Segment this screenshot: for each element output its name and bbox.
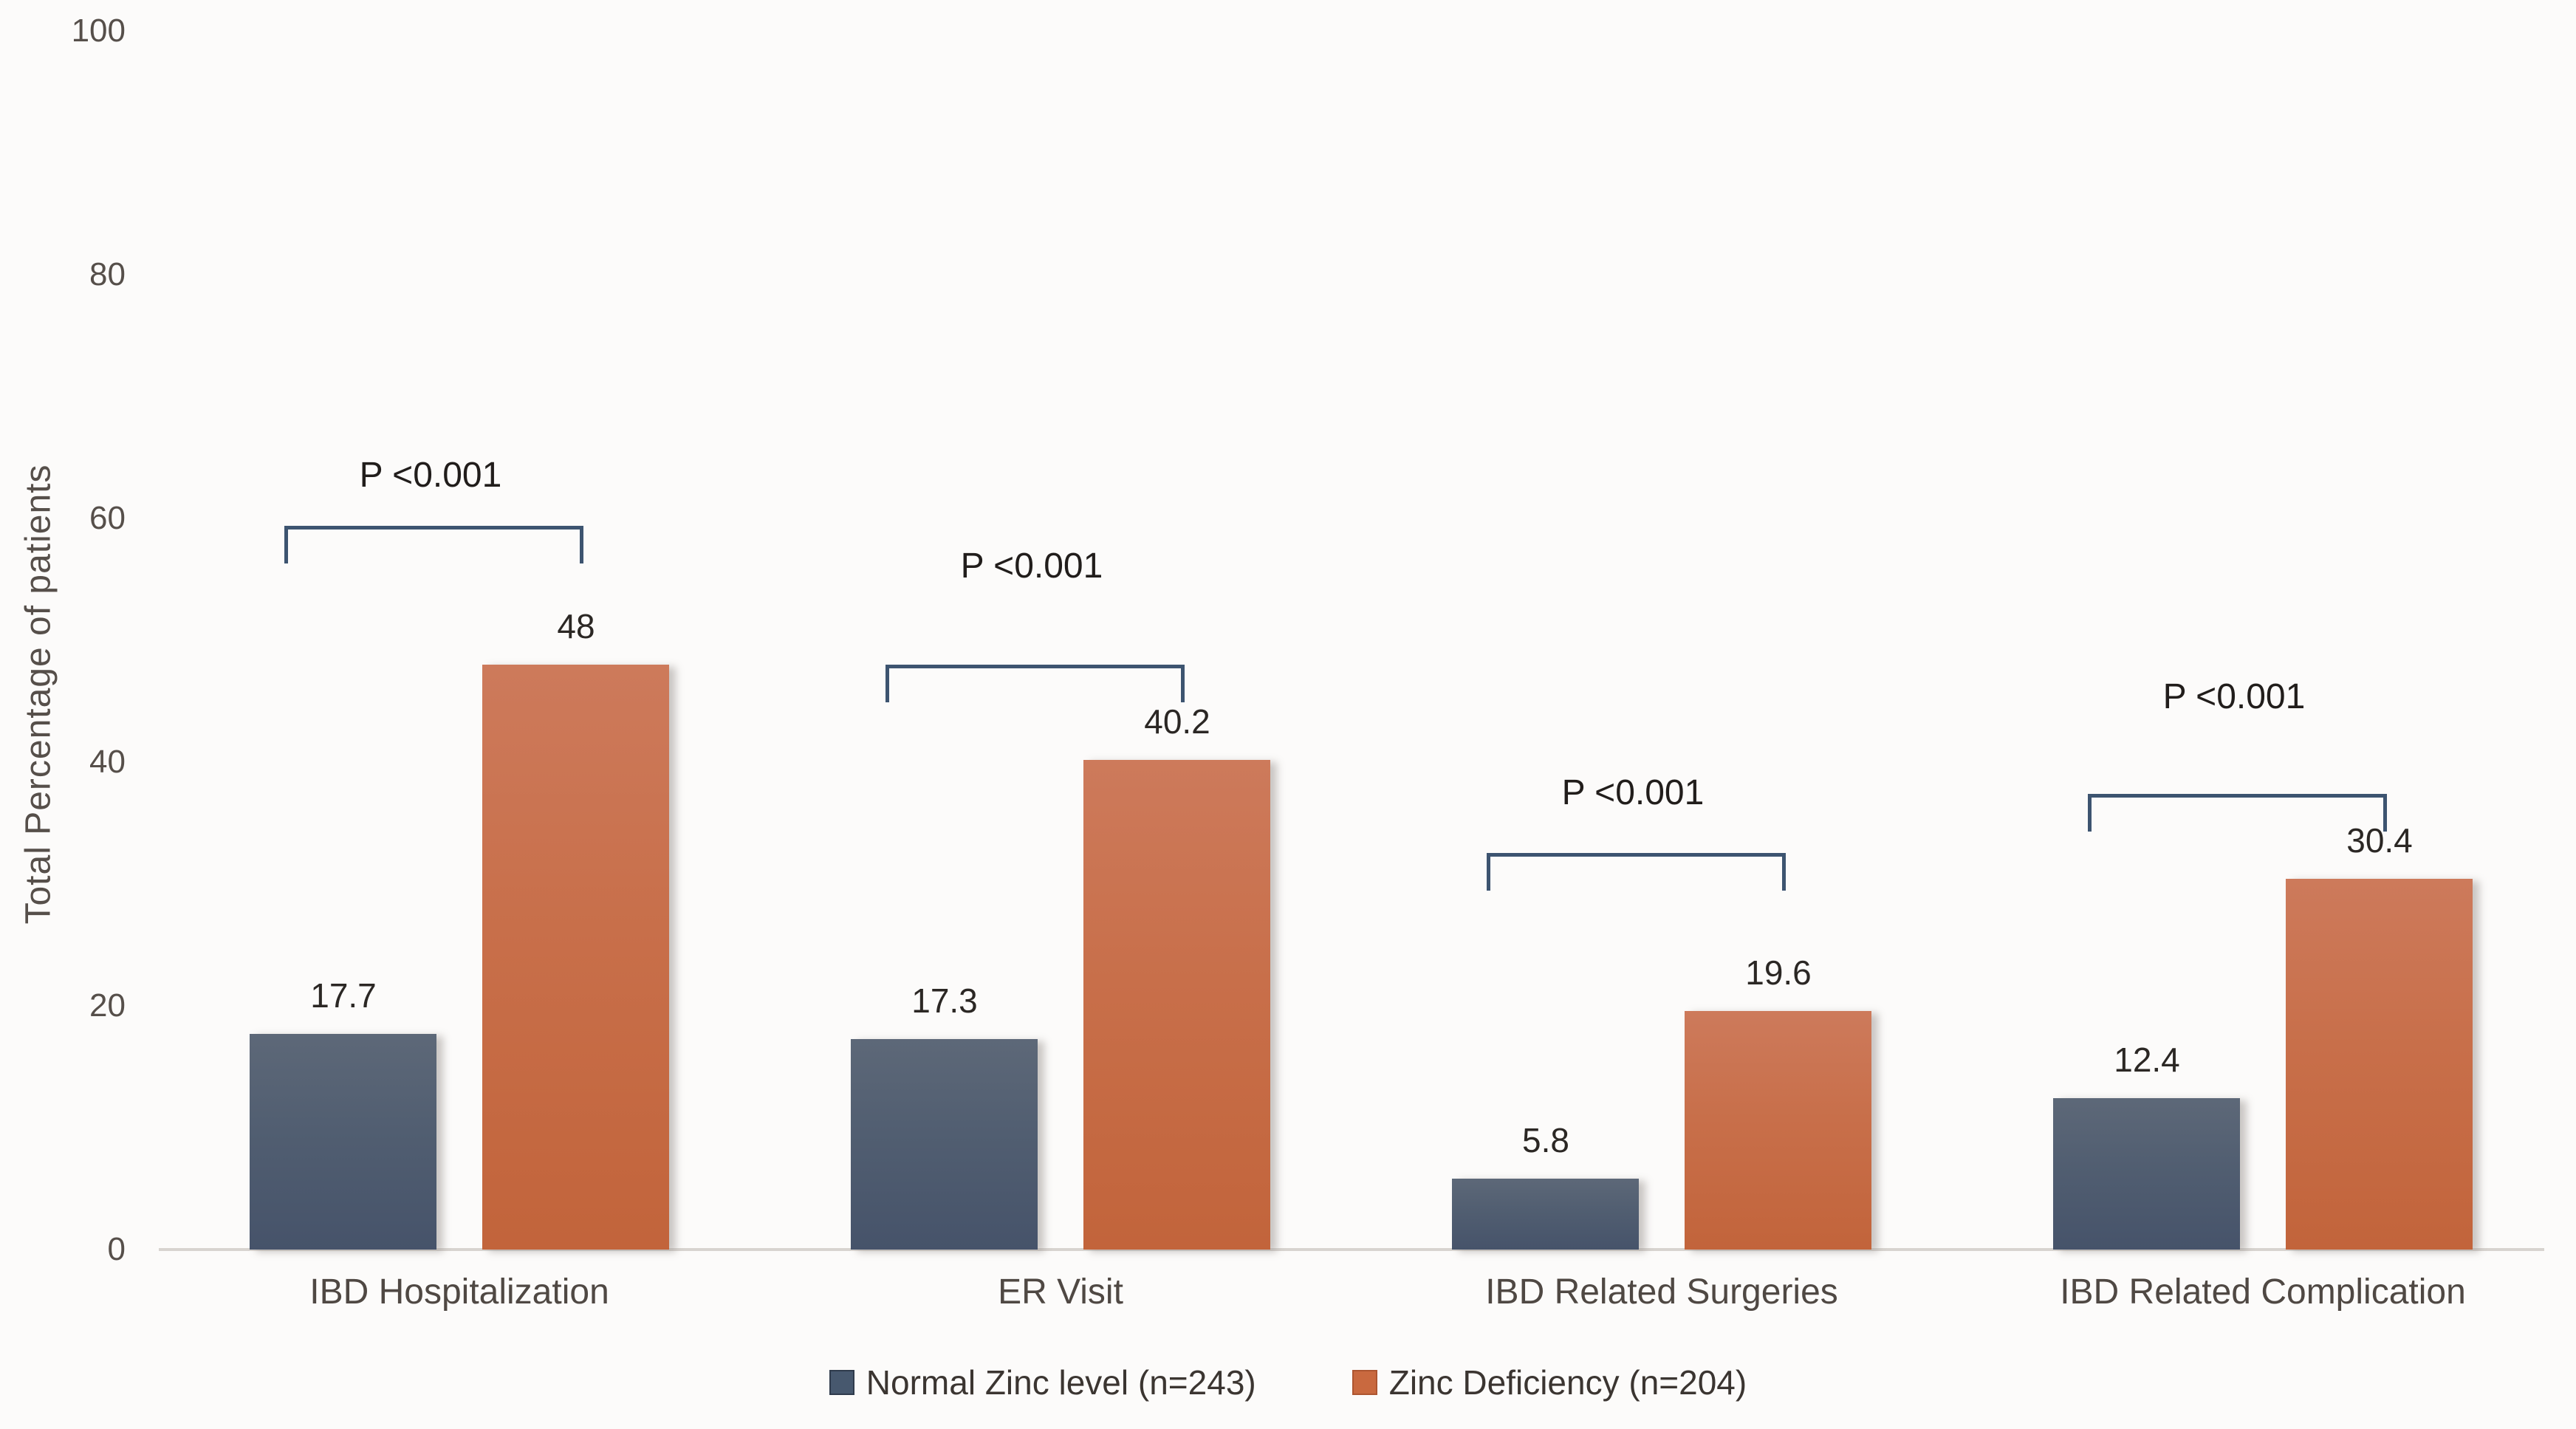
p-value-label: P <0.001	[359, 456, 502, 495]
bar-value-label: 48	[557, 607, 595, 645]
legend-swatch-icon	[829, 1370, 854, 1395]
category-label: IBD Related Surgeries	[1485, 1272, 1838, 1312]
bar-value-label: 40.2	[1144, 702, 1210, 741]
p-value-label: P <0.001	[2162, 677, 2306, 716]
significance-bracket	[2088, 794, 2387, 832]
significance-bracket	[886, 665, 1185, 702]
bar-normal-zinc	[250, 1034, 436, 1250]
bar-value-label: 19.6	[1745, 953, 1812, 992]
significance-bracket	[1487, 853, 1786, 891]
bar-value-label: 17.7	[310, 976, 377, 1015]
y-tick-label: 100	[71, 13, 126, 49]
p-value-label: P <0.001	[1561, 773, 1705, 812]
y-tick-label: 20	[89, 987, 126, 1024]
y-tick-label: 60	[89, 500, 126, 536]
bar-value-label: 17.3	[911, 981, 978, 1020]
bar-zinc-deficiency	[2286, 879, 2473, 1250]
legend-swatch-icon	[1352, 1370, 1377, 1395]
bar-normal-zinc	[1452, 1179, 1639, 1250]
x-axis-line	[159, 1248, 2544, 1251]
significance-bracket	[284, 526, 583, 563]
legend-label: Zinc Deficiency (n=204)	[1388, 1363, 1747, 1402]
bar-zinc-deficiency	[482, 665, 669, 1250]
p-value-label: P <0.001	[960, 546, 1103, 586]
category-label: IBD Hospitalization	[309, 1272, 609, 1312]
bar-value-label: 5.8	[1522, 1121, 1569, 1159]
bar-normal-zinc	[2053, 1098, 2240, 1250]
bar-zinc-deficiency	[1083, 760, 1270, 1250]
bar-value-label: 30.4	[2346, 821, 2413, 860]
legend-item: Normal Zinc level (n=243)	[829, 1363, 1256, 1402]
category-label: IBD Related Complication	[2060, 1272, 2466, 1312]
bar-normal-zinc	[851, 1039, 1038, 1250]
legend-label: Normal Zinc level (n=243)	[866, 1363, 1256, 1402]
bar-value-label: 12.4	[2114, 1041, 2180, 1079]
y-tick-label: 0	[107, 1231, 126, 1267]
legend: Normal Zinc level (n=243) Zinc Deficiency…	[0, 1363, 2576, 1402]
y-tick-label: 80	[89, 256, 126, 292]
legend-item: Zinc Deficiency (n=204)	[1352, 1363, 1747, 1402]
y-tick-label: 40	[89, 744, 126, 780]
bar-zinc-deficiency	[1685, 1011, 1871, 1250]
category-label: ER Visit	[998, 1272, 1123, 1312]
